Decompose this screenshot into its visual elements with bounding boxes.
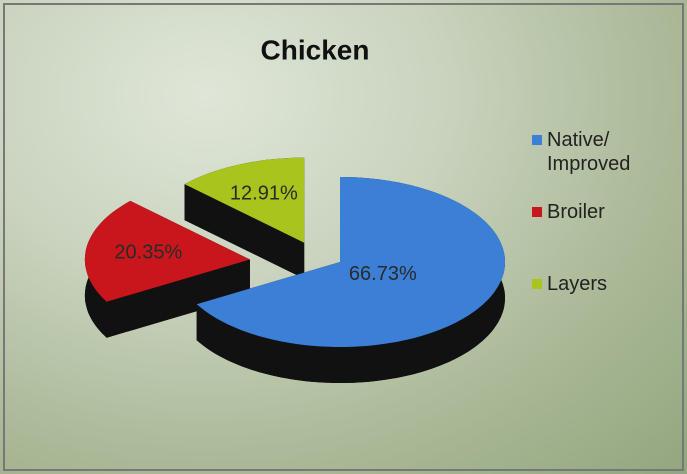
slice: 12.91% — [184, 157, 305, 279]
slice — [184, 157, 305, 243]
legend-swatch — [532, 135, 542, 145]
slice — [84, 200, 250, 302]
data-label: 20.35% — [114, 241, 182, 263]
legend-label: Layers — [547, 273, 608, 295]
data-label: 66.73% — [349, 263, 417, 285]
legend-item: Native/ Improved — [532, 128, 682, 200]
chart-title: Chicken — [261, 34, 370, 65]
legend-item: Broiler — [532, 200, 682, 272]
legend-swatch — [532, 279, 542, 289]
legend-swatch — [532, 207, 542, 217]
data-label: 12.91% — [230, 183, 298, 205]
legend-label: Native/ Improved — [547, 129, 631, 175]
legend: Native/ Improved Broiler Layers — [532, 128, 682, 344]
legend-label: Broiler — [547, 201, 605, 223]
slice-side — [184, 184, 305, 279]
slice — [196, 177, 505, 347]
frame — [3, 3, 684, 471]
legend-item: Layers — [532, 272, 682, 344]
slice: 20.35% — [84, 200, 250, 338]
slice: 66.73% — [196, 177, 505, 383]
slice-side — [106, 259, 250, 338]
